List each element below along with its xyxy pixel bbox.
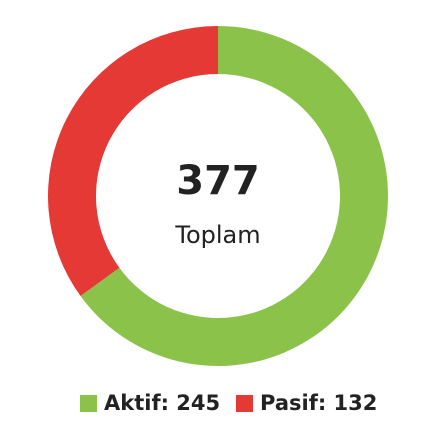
total-value: 377 [176, 158, 260, 204]
total-label: Toplam [174, 221, 260, 249]
legend-label: Pasif: 132 [260, 391, 377, 415]
legend-label: Aktif: 245 [104, 391, 220, 415]
legend-swatch [236, 395, 253, 412]
legend-swatch [80, 395, 97, 412]
donut-segment [48, 26, 218, 297]
donut-segment [80, 26, 389, 366]
